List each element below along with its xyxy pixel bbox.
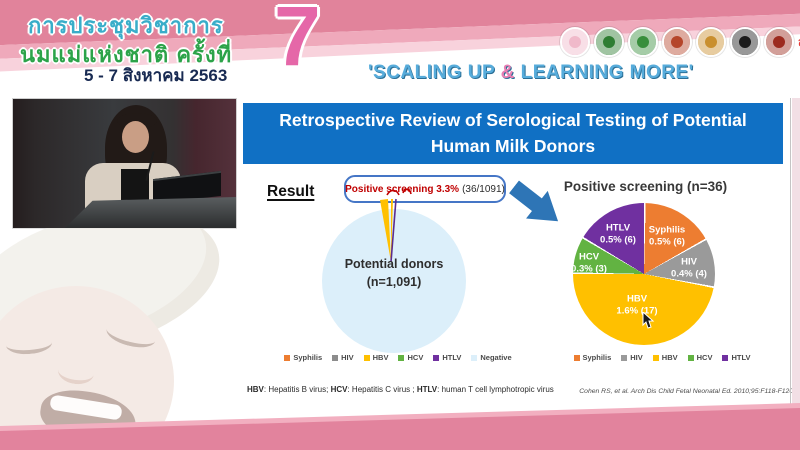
legend-swatch-icon bbox=[284, 354, 291, 361]
baby-photo bbox=[0, 228, 246, 450]
footnote: HBV: Hepatitis B virus; HCV: Hepatitis C… bbox=[247, 385, 554, 394]
potential-donors-line1: Potential donors bbox=[344, 257, 444, 271]
legend-item-syphilis: Syphilis bbox=[573, 353, 612, 362]
legend-item-hbv: HBV bbox=[652, 353, 678, 362]
thaihealth-logo: สสส bbox=[798, 29, 800, 55]
slice-name: HIV bbox=[681, 256, 697, 268]
potential-donors-line2: (n=1,091) bbox=[366, 274, 422, 289]
legend-label: HBV bbox=[372, 353, 389, 362]
legend-swatch-icon bbox=[433, 354, 440, 361]
slice-value: 0.4% (4) bbox=[671, 269, 707, 280]
slice-label-syphilis: Syphilis 0.5% (6) bbox=[649, 225, 685, 250]
sponsor-logos-row: สสส bbox=[560, 27, 800, 57]
slice-name: HBV bbox=[626, 293, 648, 305]
podium bbox=[65, 197, 236, 228]
legend-label: Negative bbox=[480, 353, 512, 362]
legend-item-hiv: HIV bbox=[332, 353, 354, 362]
conference-title-line2: นมแม่แห่งชาติ ครั้งที่ bbox=[20, 42, 233, 67]
medical-association-logo bbox=[628, 27, 658, 57]
slide-title-text: Retrospective Review of Serological Test… bbox=[279, 110, 747, 156]
photo-wash-overlay bbox=[0, 228, 246, 450]
slice-name: Syphilis bbox=[648, 224, 686, 236]
footnote-hbv: HBV bbox=[247, 385, 264, 394]
slide-right-edge bbox=[790, 98, 791, 428]
footnote-text: : human T cell lymphotropic virus bbox=[437, 385, 554, 394]
exploded-positive-wedge bbox=[380, 188, 412, 263]
legend-label: HCV bbox=[407, 353, 424, 362]
presenter-video-feed[interactable] bbox=[12, 98, 237, 229]
slice-name: HCV bbox=[578, 251, 600, 263]
presenter-face bbox=[122, 121, 149, 153]
slice-value: 0.3% (3) bbox=[571, 264, 607, 275]
legend-swatch-icon bbox=[573, 354, 580, 361]
conference-title-line1: การประชุมวิชาการ bbox=[28, 13, 224, 38]
obgyn-college-logo bbox=[764, 27, 794, 57]
footnote-text: : Hepatitis B virus; bbox=[263, 385, 331, 394]
health-ministry-logo bbox=[594, 27, 624, 57]
slice-label-hiv: HIV 0.4% (4) bbox=[671, 257, 707, 282]
mouse-cursor-icon bbox=[642, 312, 655, 329]
potential-donors-label: Potential donors (n=1,091) bbox=[322, 256, 466, 291]
legend-swatch-icon bbox=[363, 354, 370, 361]
edition-number: 7 bbox=[274, 0, 321, 83]
footnote-text: : Hepatitis C virus ; bbox=[347, 385, 417, 394]
footnote-htlv: HTLV bbox=[416, 385, 438, 394]
breastfeeding-foundation-logo bbox=[560, 27, 590, 57]
nursing-council-logo bbox=[730, 27, 760, 57]
slice-value: 1.6% (17) bbox=[616, 306, 658, 317]
legend-item-syphilis: Syphilis bbox=[284, 353, 322, 362]
slice-label-hbv: HBV 1.6% (17) bbox=[616, 294, 657, 319]
positive-screening-callout: Positive screening 3.3% (36/1091) bbox=[344, 175, 506, 203]
legend-item-htlv: HTLV bbox=[722, 353, 751, 362]
legend-item-hiv: HIV bbox=[621, 353, 643, 362]
legend-swatch-icon bbox=[722, 354, 729, 361]
slogan-ampersand: & bbox=[500, 62, 515, 83]
legend-swatch-icon bbox=[398, 354, 405, 361]
legend-swatch-icon bbox=[332, 354, 339, 361]
callout-detail: (36/1091) bbox=[462, 183, 505, 195]
right-margin-sliver bbox=[792, 98, 800, 450]
slice-label-hcv: HCV 0.3% (3) bbox=[571, 252, 607, 277]
legend-item-negative: Negative bbox=[471, 353, 512, 362]
legend-label: HTLV bbox=[442, 353, 462, 362]
slogan-text: 'SCALING UP bbox=[368, 62, 501, 83]
slide-title-bar: Retrospective Review of Serological Test… bbox=[243, 103, 783, 164]
callout-highlight: Positive screening 3.3% bbox=[345, 183, 460, 195]
legend-item-hcv: HCV bbox=[687, 353, 713, 362]
legend-label: HBV bbox=[661, 353, 678, 362]
legend-swatch-icon bbox=[687, 354, 694, 361]
legend-label: HIV bbox=[630, 353, 643, 362]
legend-swatch-icon bbox=[652, 354, 659, 361]
legend-right: Syphilis HIV HBV HCV HTLV bbox=[556, 353, 768, 362]
citation: Cohen RS, et al. Arch Dis Child Fetal Ne… bbox=[579, 388, 795, 395]
conference-date: 5 - 7 สิงหาคม 2563 bbox=[84, 66, 228, 85]
legend-label: Syphilis bbox=[582, 353, 612, 362]
legend-label: HCV bbox=[696, 353, 713, 362]
slice-value: 0.5% (6) bbox=[600, 235, 636, 246]
conference-slogan: 'SCALING UP & LEARNING MORE' bbox=[368, 62, 694, 84]
footnote-hcv: HCV bbox=[330, 385, 348, 394]
legend-swatch-icon bbox=[471, 354, 478, 361]
legend-swatch-icon bbox=[621, 354, 628, 361]
legend-item-hcv: HCV bbox=[398, 353, 423, 362]
slice-label-htlv: HTLV 0.5% (6) bbox=[600, 223, 636, 248]
positive-screening-title: Positive screening (n=36) bbox=[563, 179, 728, 194]
royal-college-emblem-logo bbox=[662, 27, 692, 57]
legend-left: Syphilis HIV HBV HCV HTLV Negative bbox=[250, 353, 546, 362]
legend-item-hbv: HBV bbox=[363, 353, 389, 362]
royal-institute-emblem-logo bbox=[696, 27, 726, 57]
legend-label: HTLV bbox=[731, 353, 751, 362]
legend-label: Syphilis bbox=[293, 353, 323, 362]
slice-name: HTLV bbox=[605, 222, 631, 234]
result-heading: Result bbox=[267, 183, 315, 200]
legend-label: HIV bbox=[341, 353, 354, 362]
legend-item-htlv: HTLV bbox=[433, 353, 461, 362]
slogan-text: LEARNING MORE' bbox=[514, 62, 694, 83]
slice-value: 0.5% (6) bbox=[649, 237, 685, 248]
